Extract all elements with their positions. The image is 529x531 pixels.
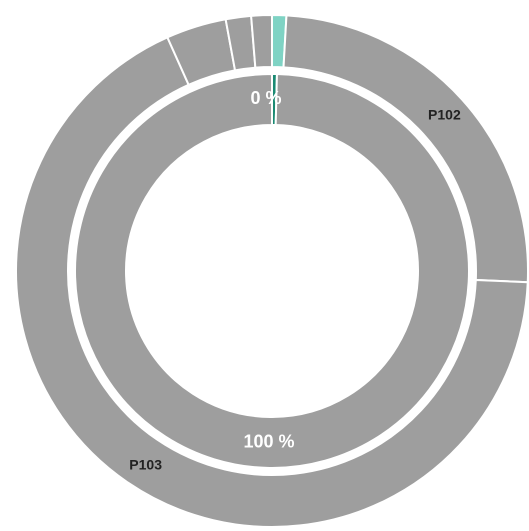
outer-ring (15, 13, 529, 528)
inner-slice-1 (74, 72, 470, 469)
outer-slice-label-1: P102 (428, 106, 461, 122)
slice-labels: 0 % 100 % P102 P103 (129, 88, 461, 472)
outer-slice-5 (250, 13, 273, 69)
outer-slice-label-2: P103 (129, 456, 162, 472)
outer-slice-2 (15, 36, 529, 528)
inner-slice-label-0: 0 % (250, 88, 281, 108)
inner-slice-label-1: 100 % (243, 432, 294, 452)
inner-ring (74, 72, 470, 469)
